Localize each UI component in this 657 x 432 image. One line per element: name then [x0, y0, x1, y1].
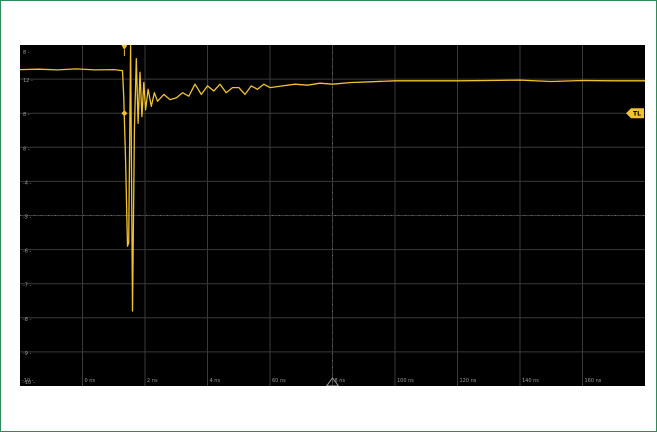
center-position-marker-icon	[325, 377, 340, 386]
y-tick-label: -5 -	[23, 215, 32, 221]
trigger-level-label: TL	[633, 111, 641, 118]
x-tick-label: 60 ns	[272, 378, 286, 384]
y-tick-label: 8 -	[23, 50, 30, 56]
x-tick-label: 2 ns	[147, 378, 158, 384]
y-tick-label: -9 -	[23, 351, 32, 357]
x-tick-label: 120 ns	[460, 378, 477, 384]
y-tick-label: -7 -	[23, 283, 32, 289]
oscilloscope-waveform-chart: 8 - 12 - 8 - 8 - -4 - -5 - -6 - -7 - -8 - -9 - -10…	[20, 45, 645, 386]
waveform-trace	[20, 45, 645, 312]
y-tick-label: -10 -	[23, 380, 35, 386]
y-tick-label: -6 -	[23, 249, 32, 255]
x-tick-label: 160 ns	[585, 378, 602, 384]
y-tick-label: 12 -	[23, 78, 33, 84]
y-tick-label: 8 -	[23, 112, 30, 118]
y-tick-label: -8 -	[23, 317, 32, 323]
y-tick-label: -4 -	[23, 180, 32, 186]
x-tick-label: 100 ns	[397, 378, 414, 384]
x-tick-label: 4 ns	[210, 378, 221, 384]
x-tick-label: 8 ns	[335, 378, 346, 384]
x-tick-label: 140 ns	[522, 378, 539, 384]
trigger-point-icon	[121, 110, 128, 117]
trigger-time-marker-icon	[121, 45, 128, 50]
x-tick-label: 0 ns	[85, 378, 96, 384]
x-tick-label: -10 -	[22, 378, 34, 384]
trigger-level-tag	[626, 108, 644, 119]
y-tick-label: 8 -	[23, 146, 30, 152]
